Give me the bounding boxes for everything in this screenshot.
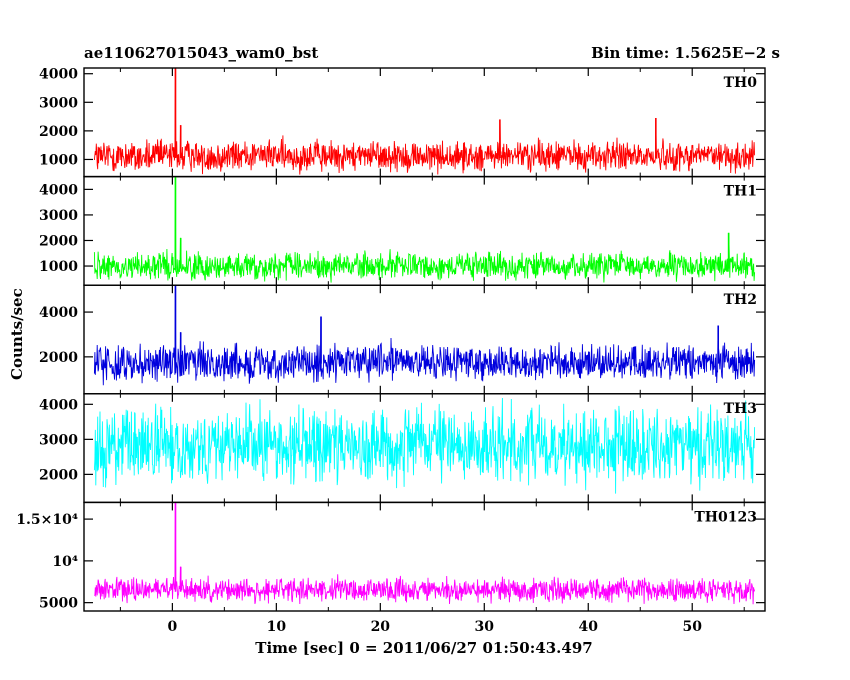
x-axis-label: Time [sec] 0 = 2011/06/27 01:50:43.497 [255,639,593,657]
series-th3 [93,397,756,494]
panel-frame-th0123 [83,501,766,612]
panel-frame-th2 [83,284,766,395]
x-tick-label: 30 [475,619,495,635]
y-tick-label: 3000 [39,95,78,111]
y-tick-label: 3000 [39,208,78,224]
y-tick-label: 1000 [39,259,78,275]
panel-label-th0: TH0 [724,75,758,91]
y-tick-label: 4000 [39,67,78,83]
bin-time-label: Bin time: 1.5625E−2 s [591,44,780,62]
y-tick-label: 2000 [39,233,78,249]
y-tick-label: 5000 [39,596,78,612]
y-tick-label: 1.5×10⁴ [16,512,78,528]
y-tick-label: 2000 [39,467,78,483]
series-th0123 [94,502,756,605]
series-th2 [93,285,756,386]
series-th0 [93,68,756,175]
series-th1 [93,176,756,283]
y-tick-label: 4000 [39,182,78,198]
y-axis-label: Counts/sec [8,288,26,380]
y-tick-label: 10⁴ [52,554,78,570]
x-tick-label: 40 [579,619,599,635]
y-tick-label: 1000 [39,152,78,168]
panel-label-th1: TH1 [724,184,757,200]
y-tick-label: 2000 [39,350,78,366]
x-tick-label: 10 [267,619,287,635]
x-tick-label: 50 [682,619,702,635]
y-tick-label: 4000 [39,397,78,413]
chart-title: ae110627015043_wam0_bst [84,44,319,62]
panel-label-th0123: TH0123 [694,509,757,525]
panel-frame-th0 [83,67,766,178]
x-tick-label: 0 [167,619,177,635]
y-tick-label: 3000 [39,432,78,448]
y-tick-label: 2000 [39,124,78,140]
x-tick-label: 20 [371,619,391,635]
y-tick-label: 4000 [39,305,78,321]
panel-label-th2: TH2 [724,292,757,308]
panel-label-th3: TH3 [724,401,757,417]
